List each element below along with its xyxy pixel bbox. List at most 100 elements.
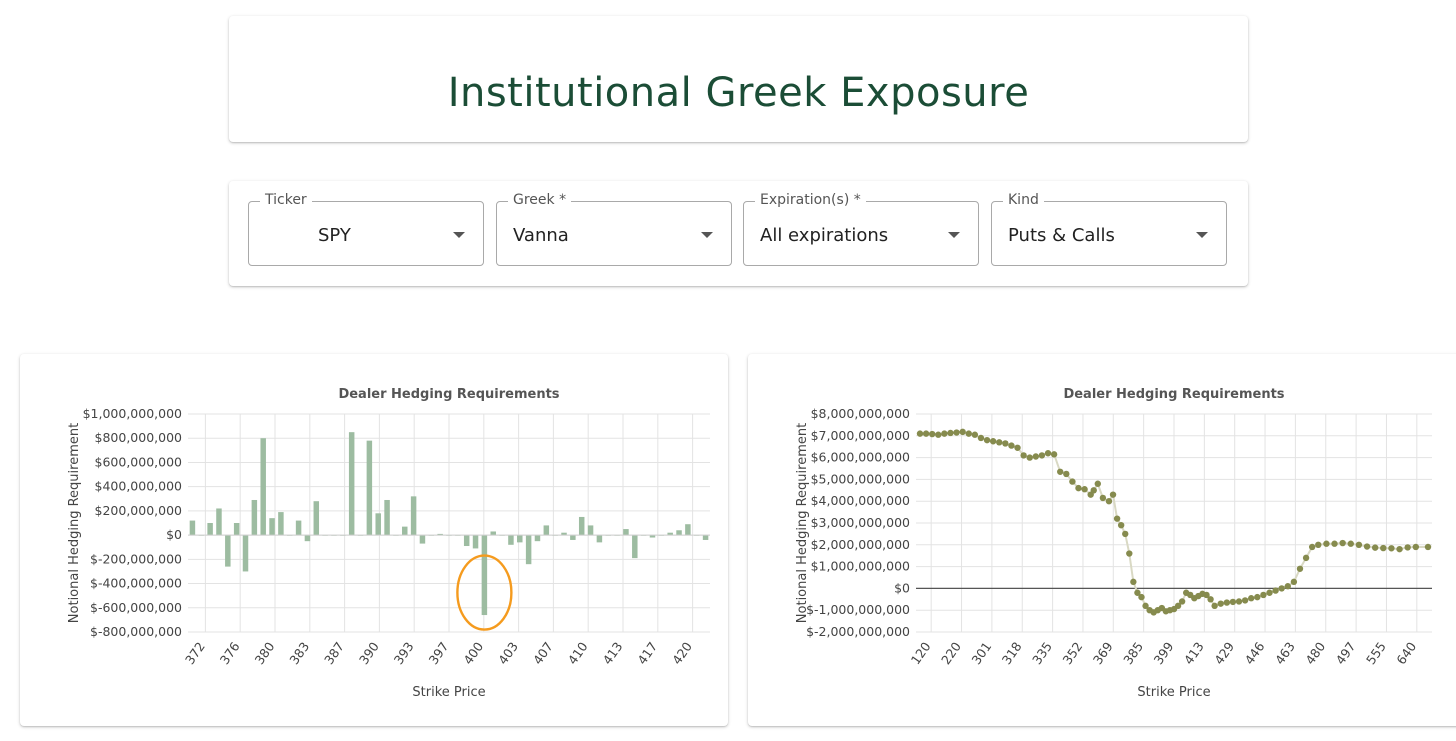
data-point bbox=[1308, 543, 1316, 551]
data-point bbox=[1412, 543, 1420, 551]
data-point bbox=[1315, 541, 1322, 548]
y-tick-label: $400,000,000 bbox=[95, 479, 183, 494]
y-axis-label: Notional Hedging Requirement bbox=[67, 423, 82, 623]
data-point bbox=[1404, 544, 1411, 551]
bar bbox=[570, 535, 576, 540]
expiration-label: Expiration(s) * bbox=[755, 192, 866, 208]
y-tick-label: $3,000,000,000 bbox=[811, 515, 910, 530]
ticker-value: SPY bbox=[318, 225, 351, 246]
y-tick-label: $5,000,000,000 bbox=[811, 471, 910, 486]
data-point bbox=[1014, 444, 1021, 451]
data-point bbox=[971, 431, 979, 438]
bar bbox=[649, 535, 656, 538]
bar bbox=[225, 535, 231, 567]
title-card: Institutional Greek Exposure bbox=[229, 16, 1248, 142]
data-point bbox=[1038, 452, 1046, 459]
bar bbox=[269, 518, 275, 536]
greek-select[interactable]: Greek * Vanna bbox=[496, 192, 732, 266]
x-tick-label: 369 bbox=[1090, 639, 1116, 667]
data-point bbox=[1296, 565, 1304, 572]
data-point bbox=[1235, 598, 1243, 605]
data-point bbox=[1138, 593, 1145, 601]
data-point bbox=[1117, 521, 1125, 529]
y-tick-label: $8,000,000,000 bbox=[811, 406, 910, 421]
data-point bbox=[1174, 602, 1182, 610]
data-point bbox=[977, 434, 985, 442]
bar-chart: Dealer Hedging Requirements $1,000,000,00… bbox=[67, 387, 710, 700]
bar-chart-card: Dealer Hedging Requirements $1,000,000,00… bbox=[20, 354, 728, 726]
bar bbox=[251, 499, 258, 536]
ticker-select[interactable]: Ticker SPY bbox=[248, 192, 484, 266]
data-point bbox=[928, 430, 936, 438]
bar bbox=[419, 535, 426, 544]
data-point bbox=[1081, 486, 1088, 493]
data-point bbox=[1063, 470, 1070, 478]
data-point bbox=[1388, 545, 1395, 552]
data-point bbox=[1266, 589, 1273, 596]
data-point bbox=[1424, 543, 1432, 551]
data-point bbox=[1126, 550, 1133, 557]
data-point bbox=[1380, 544, 1387, 552]
data-point bbox=[1130, 578, 1137, 586]
x-tick-label: 555 bbox=[1363, 639, 1389, 667]
data-point bbox=[983, 436, 991, 444]
data-point bbox=[935, 431, 942, 438]
x-tick-label: 480 bbox=[1302, 639, 1328, 667]
data-point bbox=[1241, 597, 1249, 604]
x-tick-label: 400 bbox=[460, 639, 486, 667]
data-point bbox=[1113, 515, 1121, 522]
x-tick-label: 429 bbox=[1211, 639, 1237, 667]
bar bbox=[313, 501, 320, 536]
page-title: Institutional Greek Exposure bbox=[447, 70, 1030, 116]
x-tick-label: 417 bbox=[634, 639, 660, 667]
bar bbox=[632, 535, 638, 559]
data-point bbox=[1057, 468, 1064, 475]
y-tick-label: $800,000,000 bbox=[95, 430, 183, 445]
bar bbox=[242, 535, 249, 572]
bar bbox=[517, 535, 523, 543]
data-point bbox=[1278, 585, 1285, 592]
y-tick-label: $-600,000,000 bbox=[90, 600, 182, 615]
chevron-down-icon[interactable] bbox=[948, 232, 960, 238]
data-point bbox=[1094, 480, 1101, 487]
kind-value: Puts & Calls bbox=[1008, 225, 1115, 246]
data-point bbox=[1207, 596, 1214, 603]
data-point bbox=[1284, 583, 1291, 590]
y-tick-label: $200,000,000 bbox=[95, 503, 183, 518]
data-point bbox=[1026, 454, 1033, 461]
data-point bbox=[1122, 530, 1129, 538]
data-point bbox=[1229, 598, 1237, 606]
controls-card: Ticker SPY Greek * Vanna Expiration(s) *… bbox=[229, 181, 1248, 286]
data-point bbox=[1050, 451, 1058, 458]
y-tick-label: $0 bbox=[894, 580, 910, 595]
bar bbox=[534, 535, 541, 542]
x-tick-label: 399 bbox=[1150, 639, 1176, 667]
expiration-value: All expirations bbox=[760, 225, 889, 246]
bar bbox=[278, 512, 284, 536]
expiration-select[interactable]: Expiration(s) * All expirations bbox=[743, 192, 979, 266]
data-point bbox=[1002, 440, 1009, 447]
x-tick-label: 397 bbox=[425, 639, 451, 667]
x-tick-label: 640 bbox=[1393, 639, 1419, 667]
x-axis-label: Strike Price bbox=[1137, 685, 1210, 700]
data-point bbox=[1371, 544, 1379, 551]
chevron-down-icon[interactable] bbox=[1196, 232, 1208, 238]
kind-label: Kind bbox=[1003, 192, 1044, 208]
chevron-down-icon[interactable] bbox=[701, 232, 713, 238]
bar bbox=[463, 535, 470, 547]
y-tick-label: $-400,000,000 bbox=[90, 576, 182, 591]
x-tick-label: 446 bbox=[1242, 639, 1268, 667]
y-tick-label: $-800,000,000 bbox=[90, 624, 182, 639]
chevron-down-icon[interactable] bbox=[453, 232, 465, 238]
x-tick-label: 372 bbox=[182, 639, 208, 667]
bar bbox=[304, 535, 311, 542]
x-tick-label: 120 bbox=[908, 639, 934, 667]
x-tick-label: 335 bbox=[1029, 639, 1055, 667]
y-tick-label: $7,000,000,000 bbox=[811, 428, 910, 443]
bar bbox=[207, 523, 213, 536]
x-tick-label: 220 bbox=[938, 639, 964, 667]
ticker-label: Ticker bbox=[260, 192, 312, 208]
kind-select[interactable]: Kind Puts & Calls bbox=[991, 192, 1227, 266]
y-axis-label: Notional Hedging Requirement bbox=[795, 423, 810, 623]
y-tick-label: $1,000,000,000 bbox=[811, 559, 910, 574]
